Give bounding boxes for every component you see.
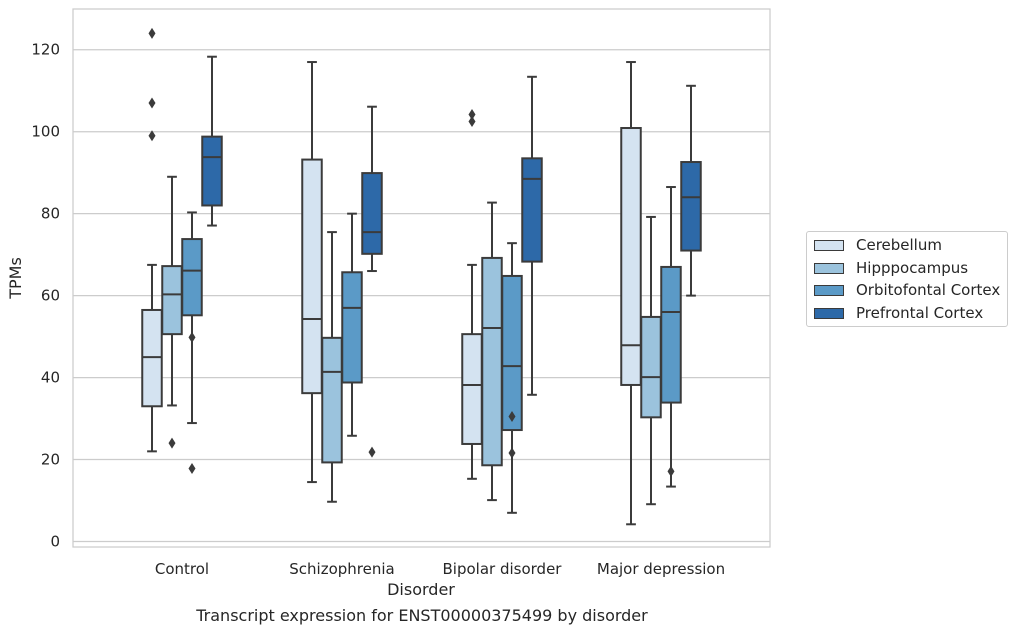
legend-item-orbitofrontal-cortex: Orbitofontal Cortex: [814, 280, 1000, 300]
iqr-box: [361, 172, 383, 255]
y-tick-label: 0: [50, 533, 60, 551]
legend-label: Orbitofontal Cortex: [856, 281, 1001, 299]
outlier-point: [508, 447, 516, 459]
box-group: [201, 55, 223, 227]
iqr-box: [481, 256, 503, 467]
box-group: [161, 175, 183, 449]
iqr-box: [201, 135, 223, 207]
box-group: [141, 27, 163, 453]
legend-swatch-orbitofrontal-cortex: [814, 284, 844, 296]
iqr-box: [521, 157, 543, 263]
x-tick-labels: Control Schizophrenia Bipolar disorder Majo…: [155, 560, 725, 578]
iqr-box: [501, 274, 523, 432]
y-tick-label: 20: [41, 451, 60, 469]
outlier-point: [188, 463, 196, 475]
x-tick-label: Schizophrenia: [289, 560, 394, 578]
series-cerebellum: [141, 27, 642, 526]
x-tick-label: Bipolar disorder: [443, 560, 563, 578]
outlier-point: [468, 108, 476, 120]
y-tick-label: 40: [41, 369, 60, 387]
y-tick-labels: 0 20 40 60 80 100 120: [31, 41, 60, 551]
box-group: [521, 75, 543, 396]
iqr-box: [620, 127, 642, 386]
series-orbitofontal-cortex: [181, 186, 682, 514]
outlier-point: [667, 465, 675, 477]
legend-item-hippocampus: Hipppocampus: [814, 258, 968, 278]
iqr-box: [181, 238, 203, 317]
iqr-box: [461, 333, 483, 445]
outlier-point: [148, 97, 156, 109]
legend-swatch-cerebellum: [814, 239, 844, 251]
outlier-point: [188, 331, 196, 343]
iqr-box: [640, 315, 662, 419]
legend-label: Hipppocampus: [856, 259, 969, 277]
y-axis-label: TPMs: [6, 257, 25, 300]
legend-label: Cerebellum: [856, 236, 942, 254]
outlier-point: [148, 27, 156, 39]
outlier-point: [508, 411, 516, 423]
box-group: [660, 186, 682, 488]
iqr-box: [301, 158, 323, 395]
box-group: [181, 211, 203, 475]
box-group: [680, 84, 702, 297]
x-axis-label: Disorder: [387, 580, 455, 599]
series-prefrontal-cortex: [201, 55, 702, 458]
box-group: [341, 212, 363, 437]
iqr-box: [341, 271, 363, 384]
x-tick-label: Major depression: [597, 560, 725, 578]
box-group: [481, 201, 503, 502]
legend-swatch-hippocampus: [814, 262, 844, 274]
chart-caption: Transcript expression for ENST0000037549…: [196, 606, 648, 625]
outlier-point: [148, 130, 156, 142]
box-group: [620, 61, 642, 526]
box-group: [361, 105, 383, 458]
y-tick-label: 100: [31, 123, 60, 141]
iqr-box: [680, 161, 702, 252]
box-groups: [141, 27, 702, 526]
y-tick-label: 80: [41, 205, 60, 223]
legend-swatch-prefrontal-cortex: [814, 307, 844, 319]
iqr-box: [321, 336, 343, 464]
iqr-box: [141, 308, 163, 408]
legend: Cerebellum Hipppocampus Orbitofontal Cor…: [806, 231, 1008, 327]
box-group: [501, 242, 523, 514]
iqr-box: [161, 265, 183, 336]
grid-lines: [73, 49, 770, 543]
iqr-box: [660, 265, 682, 404]
series-hipppocampus: [161, 175, 662, 506]
box-group: [301, 61, 323, 484]
y-tick-label: 60: [41, 287, 60, 305]
legend-item-prefrontal-cortex: Prefrontal Cortex: [814, 303, 983, 323]
legend-item-cerebellum: Cerebellum: [814, 235, 942, 255]
legend-label: Prefrontal Cortex: [856, 304, 984, 322]
outlier-point: [168, 437, 176, 449]
outlier-point: [468, 115, 476, 127]
y-tick-label: 120: [31, 41, 60, 59]
x-tick-label: Control: [155, 560, 209, 578]
outlier-point: [368, 446, 376, 458]
box-group: [321, 231, 343, 503]
